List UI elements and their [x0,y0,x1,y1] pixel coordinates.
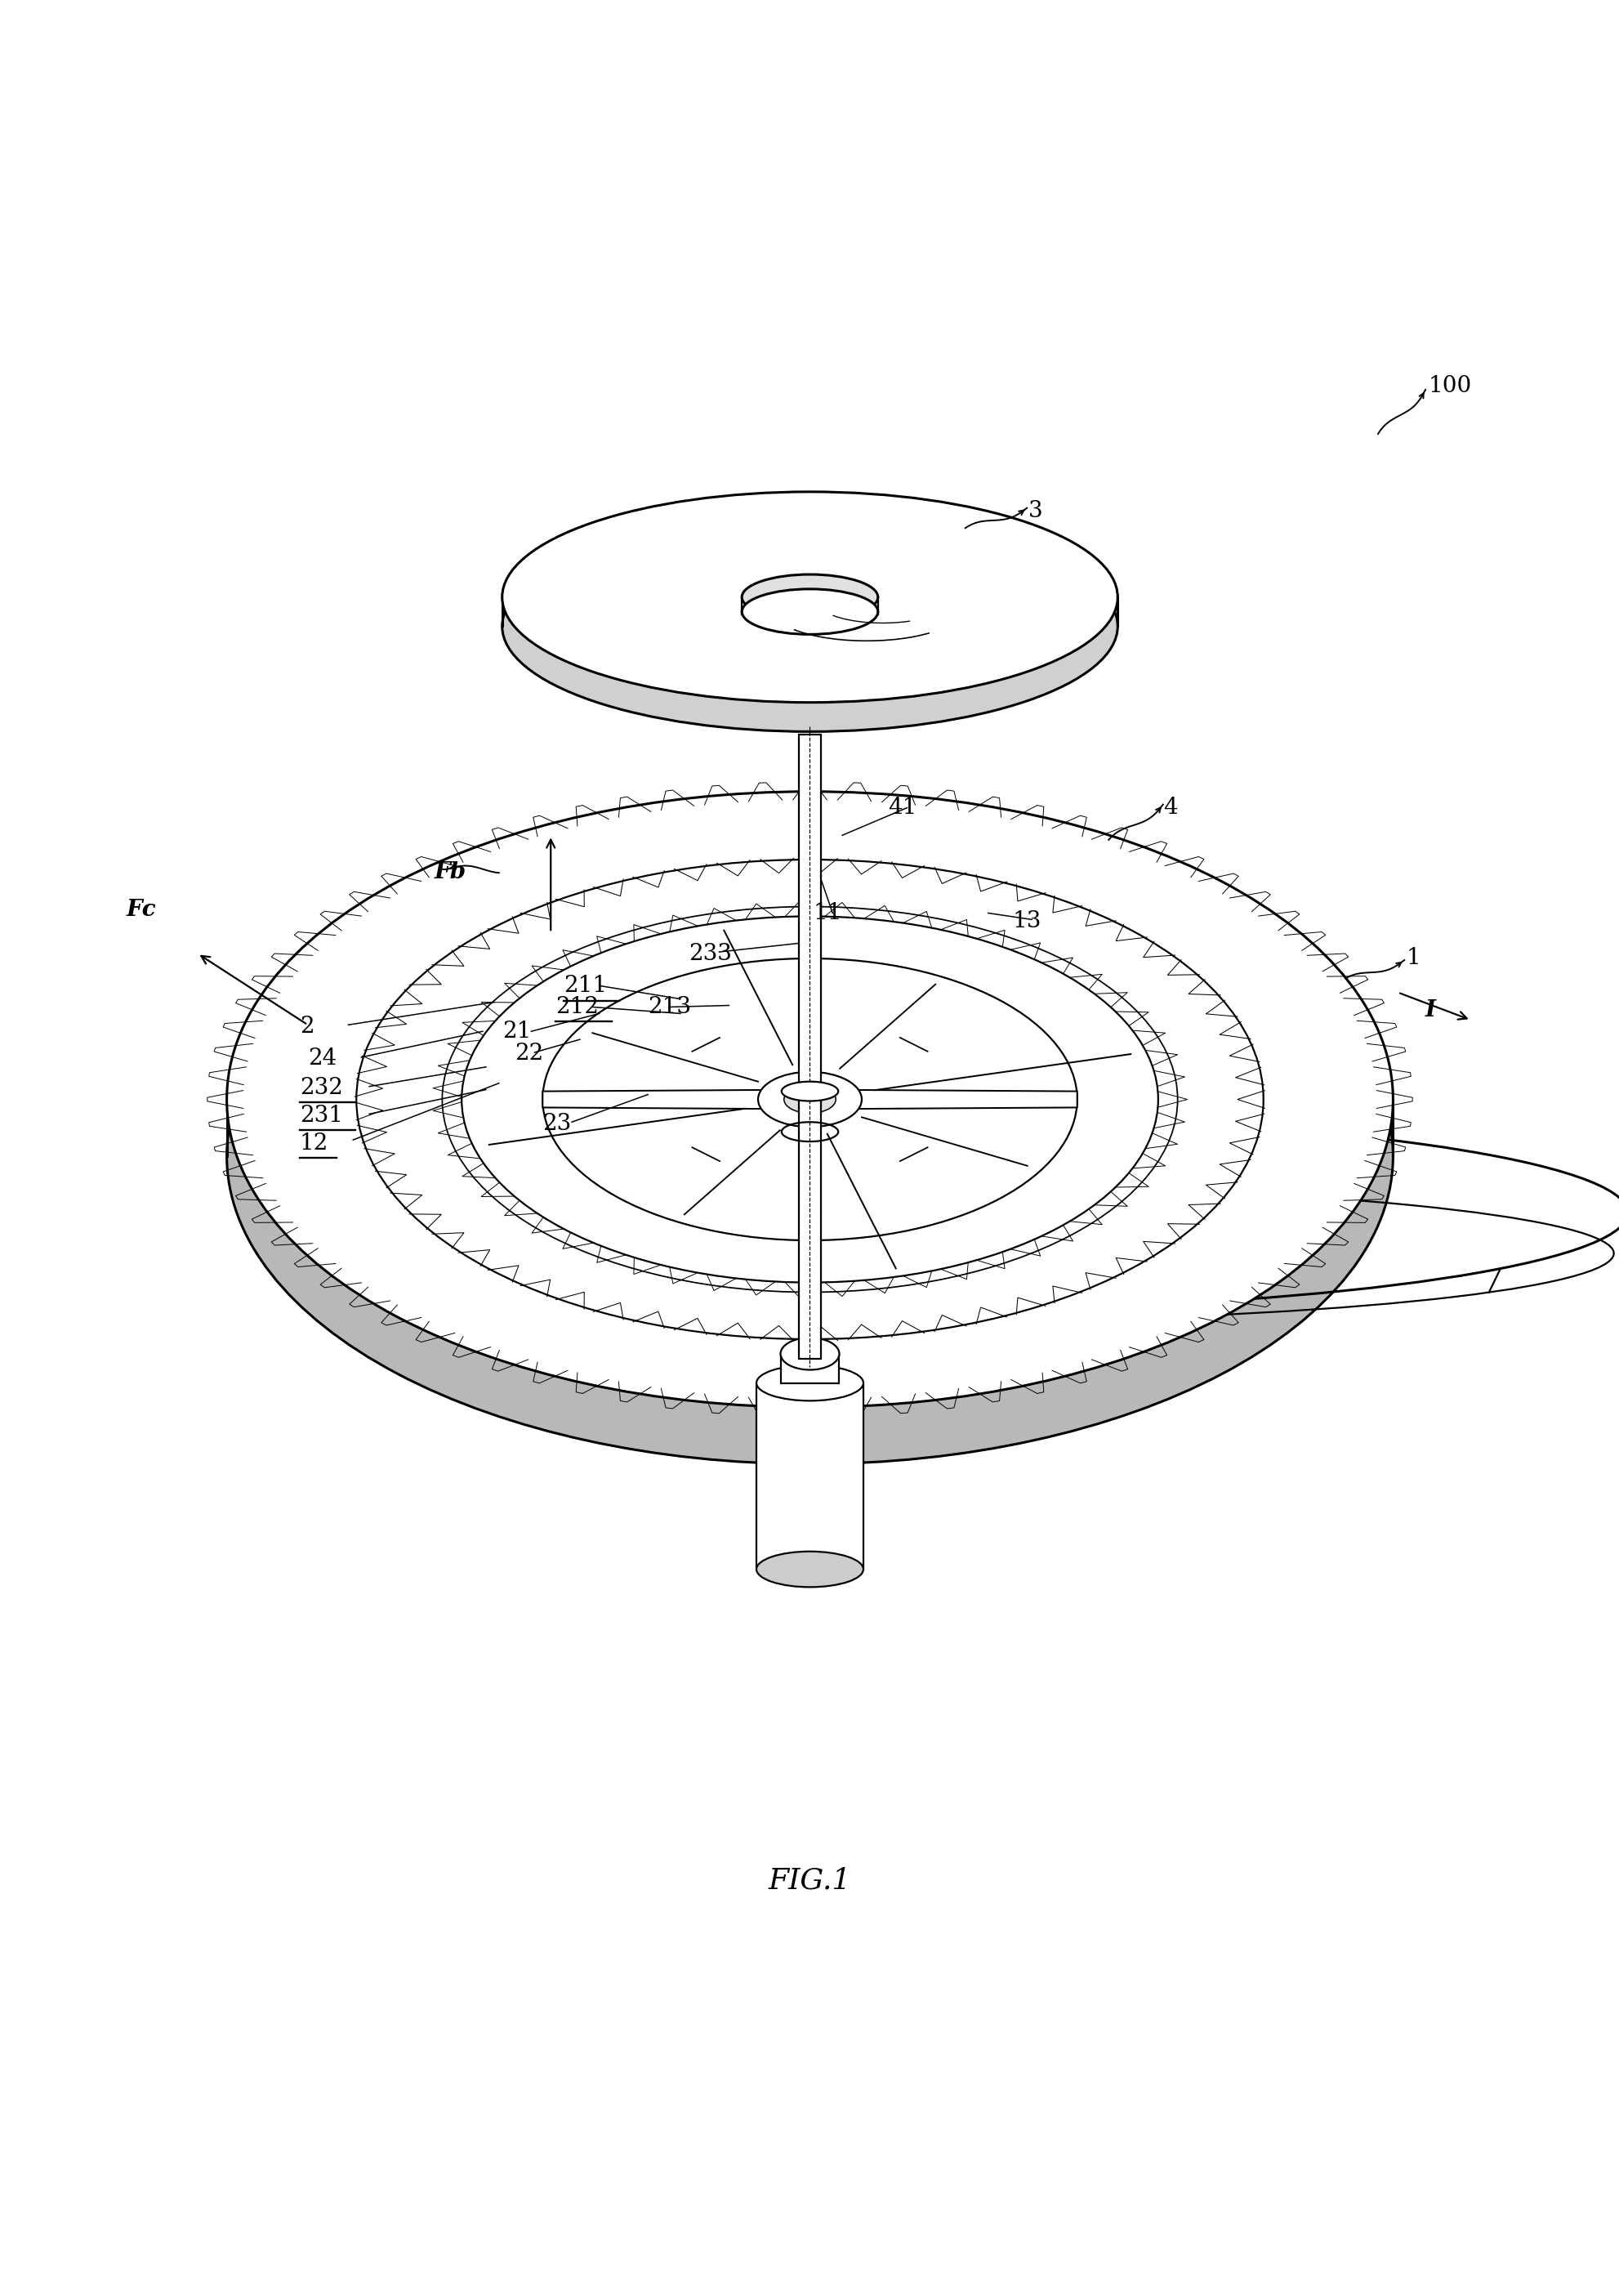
Bar [756,1382,863,1568]
Polygon shape [800,1100,819,1240]
Text: FIG.1: FIG.1 [767,1867,852,1894]
Polygon shape [810,1091,1077,1109]
Text: 211: 211 [563,976,607,996]
Text: 11: 11 [813,902,842,923]
Ellipse shape [227,792,1392,1407]
Text: 213: 213 [648,996,691,1017]
Ellipse shape [784,1086,835,1114]
Ellipse shape [742,574,877,620]
Ellipse shape [780,1081,839,1102]
Bar [780,1355,839,1382]
Ellipse shape [227,847,1392,1465]
Text: 232: 232 [300,1077,343,1100]
Ellipse shape [780,1339,839,1371]
Text: 23: 23 [542,1114,572,1134]
Polygon shape [542,1091,810,1109]
Text: 24: 24 [308,1047,337,1070]
Ellipse shape [461,916,1158,1283]
Ellipse shape [758,1072,861,1127]
Text: I: I [1425,999,1436,1022]
Text: 21: 21 [502,1019,531,1042]
Text: 233: 233 [688,944,732,964]
Text: 2: 2 [300,1015,314,1038]
Text: 22: 22 [515,1042,544,1065]
Polygon shape [800,957,819,1100]
Text: Fb: Fb [434,861,466,884]
Text: 3: 3 [1028,501,1043,521]
Text: 100: 100 [1428,377,1472,397]
Text: Fc: Fc [126,898,155,921]
Ellipse shape [542,957,1077,1240]
Ellipse shape [502,491,1117,703]
Text: 13: 13 [1012,909,1041,932]
Ellipse shape [356,859,1263,1339]
Text: 212: 212 [555,996,599,1017]
Ellipse shape [742,590,877,634]
Ellipse shape [756,1552,863,1587]
Text: 41: 41 [887,797,916,820]
Text: 4: 4 [1162,797,1177,820]
Text: 12: 12 [300,1132,329,1155]
Text: 1: 1 [1405,948,1420,969]
Bar [798,735,821,1359]
Ellipse shape [756,1366,863,1401]
Text: 231: 231 [300,1104,343,1127]
Ellipse shape [502,521,1117,732]
